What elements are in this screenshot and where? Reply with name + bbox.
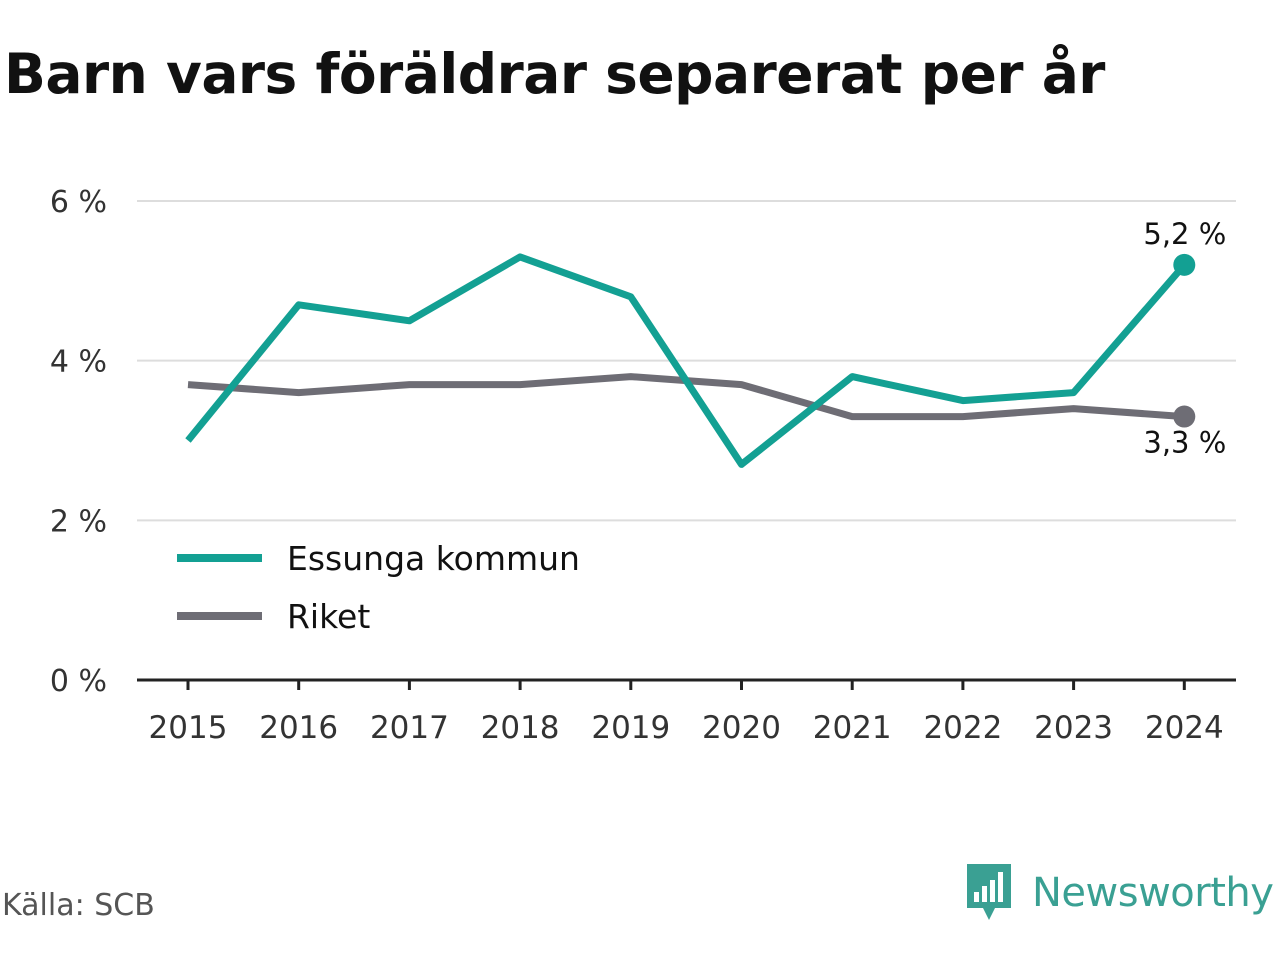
chart-title: Barn vars föräldrar separerat per år (4, 42, 1105, 106)
end-point-riket (1173, 405, 1196, 428)
grid-layer (137, 200, 1236, 522)
y-tick-label: 4 % (50, 345, 107, 380)
brand-name: Newsworthy (1032, 870, 1274, 916)
x-tick-label: 2015 (149, 710, 228, 746)
y-tick-label: 2 % (50, 504, 107, 539)
newsworthy-logo-icon (967, 864, 1011, 920)
series-line-essunga (185, 253, 1187, 468)
data-label-riket: 3,3 % (1143, 426, 1226, 460)
y-tick-label: 0 % (50, 664, 107, 699)
legend-label: Riket (287, 597, 370, 636)
x-tick-label: 2023 (1034, 710, 1113, 746)
data-label-essunga: 5,2 % (1143, 217, 1226, 251)
series-layer: 3,3 % 5,2 % (185, 217, 1226, 468)
legend: Essunga kommun Riket (177, 539, 580, 636)
source-note: Källa: SCB (2, 888, 155, 923)
x-tick-label: 2016 (259, 710, 338, 746)
axis-layer: 0 % 2 % 4 % 6 % 2015 2016 2017 2018 2019 2020 2021… (50, 185, 1236, 746)
brand-logo[interactable]: Newsworthy (964, 862, 1274, 924)
y-tick-label: 6 % (50, 185, 107, 220)
x-tick-label: 2018 (481, 710, 560, 746)
x-tick-label: 2019 (591, 710, 670, 746)
end-point-essunga (1173, 253, 1196, 276)
legend-label: Essunga kommun (287, 539, 580, 578)
x-tick-label: 2017 (370, 710, 449, 746)
x-tick-label: 2024 (1145, 710, 1224, 746)
x-tick-label: 2020 (702, 710, 781, 746)
x-tick-label: 2022 (923, 710, 1002, 746)
x-tick-label: 2021 (813, 710, 892, 746)
